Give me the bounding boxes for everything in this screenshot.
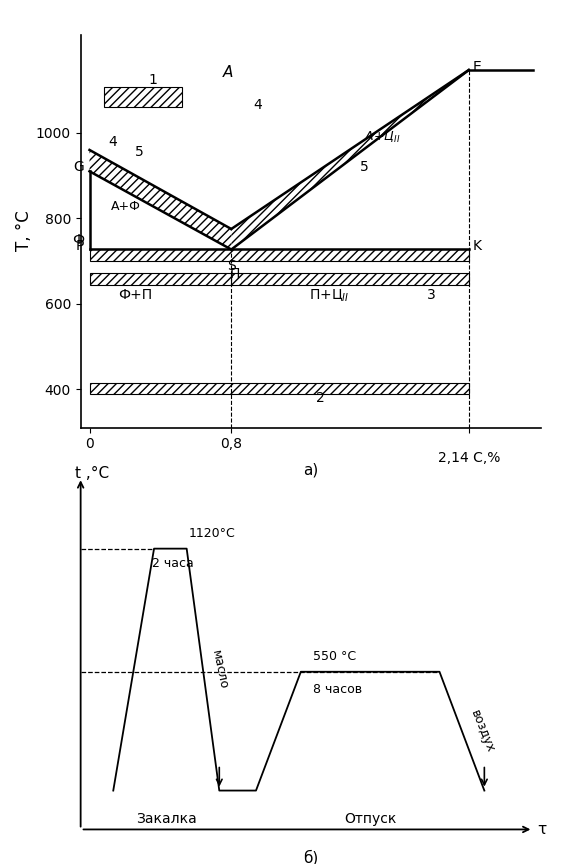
Text: K: K xyxy=(472,239,482,253)
Text: 1120°С: 1120°С xyxy=(189,527,236,540)
Text: τ: τ xyxy=(537,822,547,837)
Text: E: E xyxy=(472,60,481,73)
Text: Ф: Ф xyxy=(72,232,84,246)
Text: Закалка: Закалка xyxy=(136,811,196,826)
Text: 550 °С: 550 °С xyxy=(313,650,356,664)
Text: Отпуск: Отпуск xyxy=(344,811,396,826)
Text: 8 часов: 8 часов xyxy=(313,683,362,696)
Text: Ф+П: Ф+П xyxy=(119,289,153,302)
Text: 2,14 С,%: 2,14 С,% xyxy=(438,451,500,465)
Text: 2 часа: 2 часа xyxy=(152,557,194,570)
Text: П+Ц$_{II}$: П+Ц$_{II}$ xyxy=(309,288,349,304)
Text: S: S xyxy=(227,259,236,273)
Text: 5: 5 xyxy=(135,145,143,159)
Text: а): а) xyxy=(304,463,319,478)
Text: 1: 1 xyxy=(149,73,158,86)
Text: 5: 5 xyxy=(360,161,369,175)
Text: 2: 2 xyxy=(316,391,324,405)
Text: масло: масло xyxy=(209,649,230,690)
Text: 4: 4 xyxy=(253,98,262,112)
Text: G: G xyxy=(73,160,84,174)
Text: A+Ц$_{II}$: A+Ц$_{II}$ xyxy=(364,130,401,145)
Text: A: A xyxy=(222,66,233,80)
Polygon shape xyxy=(89,273,232,284)
Polygon shape xyxy=(232,273,469,284)
Text: б): б) xyxy=(304,849,319,864)
Text: P: P xyxy=(76,239,84,253)
Polygon shape xyxy=(104,86,181,107)
Text: 4: 4 xyxy=(108,135,117,149)
Text: П: П xyxy=(230,267,240,281)
Polygon shape xyxy=(89,383,469,394)
Text: воздух: воздух xyxy=(468,708,497,754)
Polygon shape xyxy=(89,250,469,261)
Text: t ,°С: t ,°С xyxy=(74,466,109,480)
Text: A+Ф: A+Ф xyxy=(111,200,141,213)
Text: 3: 3 xyxy=(427,289,436,302)
Y-axis label: T, °С: T, °С xyxy=(15,211,33,251)
